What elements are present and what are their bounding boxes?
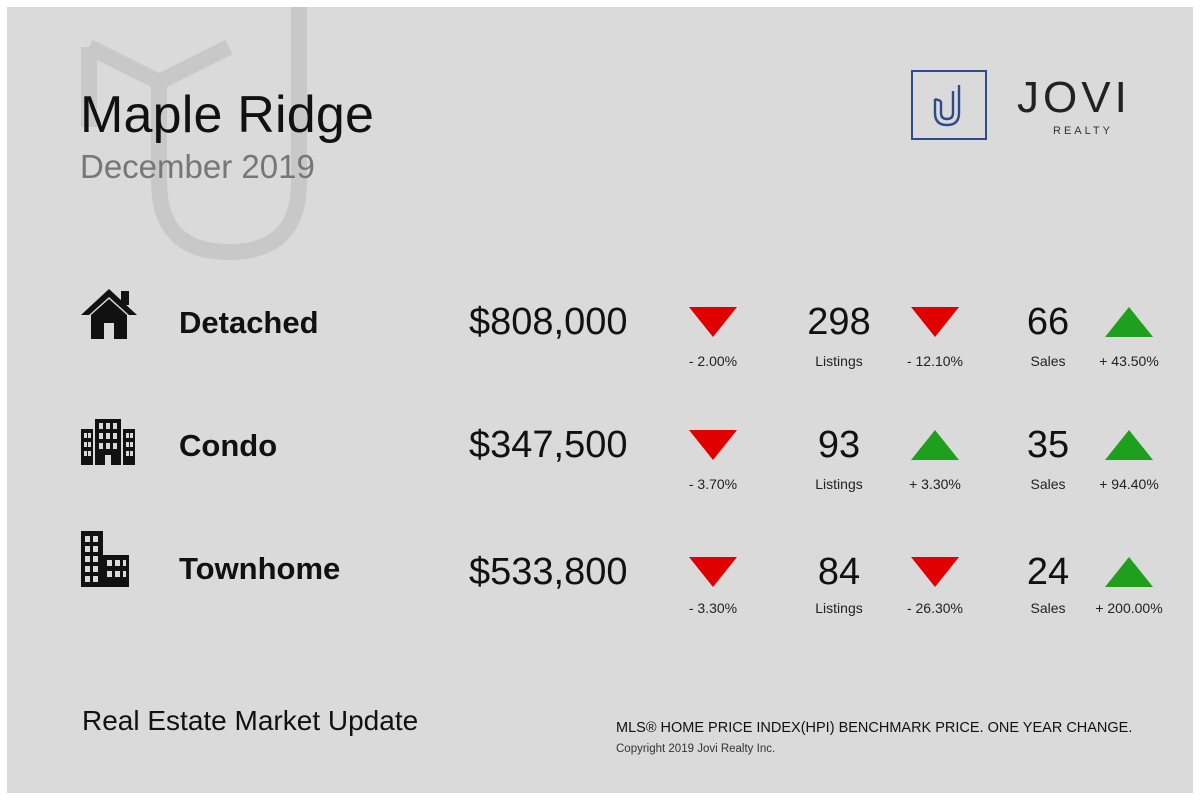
listings-change: - 26.30% [906,600,964,616]
page-subtitle: December 2019 [80,148,315,185]
price-change: - 3.70% [688,476,738,492]
category-name: Detached [179,305,319,340]
benchmark-price: $533,800 [469,551,628,593]
brand-name: JOVI [1017,73,1131,122]
brand-logo-box [911,70,987,140]
category-name: Condo [179,428,278,463]
sales-trend-up-icon [1105,307,1153,337]
sales-label: Sales [1030,600,1066,616]
price-trend-down-icon [689,430,737,460]
listings-label: Listings [815,600,863,616]
sales-change: + 94.40% [1099,476,1159,492]
sales-trend-up-icon [1105,557,1153,587]
listings-change: + 3.30% [909,476,961,492]
benchmark-price: $347,500 [469,424,628,466]
footer-title: Real Estate Market Update [82,705,419,736]
listings-trend-down-icon [911,307,959,337]
listings-label: Listings [815,353,863,369]
sales-count: 66 [1026,301,1070,343]
market-update-card: Maple Ridge December 2019 JOVI REALTY De… [7,7,1193,793]
price-trend-down-icon [689,307,737,337]
price-change: - 3.30% [688,600,738,616]
page-title: Maple Ridge [80,86,375,144]
sales-trend-up-icon [1105,430,1153,460]
sales-label: Sales [1030,476,1066,492]
sales-label: Sales [1030,353,1066,369]
listings-label: Listings [815,476,863,492]
category-row-condo: Condo $347,500 - 3.70% 93 Listings + 3.3… [7,400,1193,500]
sales-change: + 43.50% [1099,353,1159,369]
listings-change: - 12.10% [906,353,964,369]
listings-trend-down-icon [911,557,959,587]
listings-count: 298 [807,301,871,343]
price-trend-down-icon [689,557,737,587]
brand-tagline: REALTY [1053,125,1113,137]
category-row-detached: Detached $808,000 - 2.00% 298 Listings -… [7,277,1193,377]
watermark-j-logo-icon [81,7,307,261]
brand-j-mark-icon [933,85,961,127]
sales-count: 35 [1026,424,1070,466]
house-icon [81,289,137,339]
footer-copyright: Copyright 2019 Jovi Realty Inc. [616,743,776,755]
footer-note: MLS® HOME PRICE INDEX(HPI) BENCHMARK PRI… [616,720,1133,736]
listings-trend-up-icon [911,430,959,460]
condo-building-icon [81,419,135,465]
listings-count: 93 [817,424,861,466]
townhome-building-icon [81,531,129,587]
listings-count: 84 [817,551,861,593]
price-change: - 2.00% [688,353,738,369]
benchmark-price: $808,000 [469,301,628,343]
category-row-townhome: Townhome $533,800 - 3.30% 84 Listings - … [7,523,1193,623]
sales-change: + 200.00% [1095,600,1163,616]
sales-count: 24 [1026,551,1070,593]
category-name: Townhome [179,551,341,586]
